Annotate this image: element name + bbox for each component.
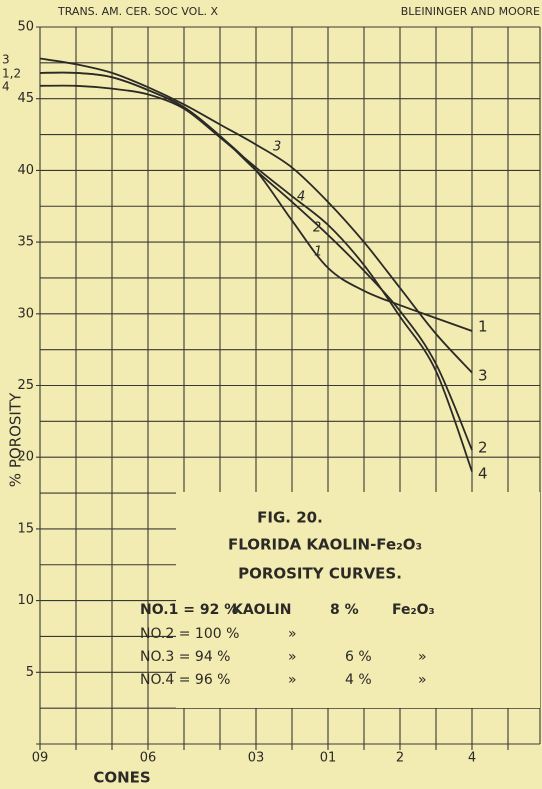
x-tick-label: 03 [248, 751, 265, 766]
header-right: BLEININGER AND MOORE [401, 5, 540, 18]
legend-cell: » [418, 672, 427, 688]
y-tick-label: 15 [17, 521, 34, 536]
legend-cell: Fe₂O₃ [392, 602, 435, 618]
y-tick-label: 50 [17, 20, 34, 35]
legend-cell: KAOLIN [232, 602, 291, 618]
curve [39, 71, 473, 451]
y-tick-label: 45 [17, 91, 34, 106]
curve-start-label: 4 [2, 80, 10, 94]
curve-start-label: 1,2 [2, 67, 21, 81]
legend-cell: 6 % [345, 649, 372, 665]
legend-cell: NO.1 = 92 % [140, 602, 238, 618]
chart-subtitle: FLORIDA KAOLIN-Fe₂O₃ [228, 536, 422, 554]
x-tick-label: 09 [32, 751, 49, 766]
legend-cell: NO.4 = 96 % [140, 672, 230, 688]
curve [39, 57, 473, 374]
x-tick-label: 4 [468, 751, 476, 766]
chart-title: FIG. 20. [257, 509, 323, 527]
curve-end-label: 3 [478, 367, 488, 385]
legend-panel [176, 492, 540, 708]
chart-subtitle-2: POROSITY CURVES. [238, 565, 402, 583]
legend-cell: NO.3 = 94 % [140, 649, 230, 665]
y-tick-label: 10 [17, 593, 34, 608]
legend-cell: » [288, 649, 297, 665]
curve [39, 84, 473, 472]
y-tick-label: 40 [17, 163, 34, 178]
y-tick-label: 20 [17, 450, 34, 465]
curve-mid-label: 2 [313, 221, 321, 236]
curve-mid-label: 4 [297, 190, 305, 205]
x-tick-label: 06 [140, 751, 157, 766]
header-left: TRANS. AM. CER. SOC VOL. X [57, 5, 218, 18]
x-tick-label: 2 [396, 751, 404, 766]
legend-cell: 8 % [330, 602, 359, 618]
curve-end-label: 1 [478, 318, 488, 336]
y-tick-label: 25 [17, 378, 34, 393]
x-tick-label: 01 [320, 751, 337, 766]
legend-cell: » [288, 672, 297, 688]
legend-cell: NO.2 = 100 % [140, 626, 239, 642]
legend-cell: » [288, 626, 297, 642]
y-tick-label: 30 [17, 306, 34, 321]
y-tick-label: 5 [26, 665, 34, 680]
y-axis-label: % POROSITY [7, 392, 25, 487]
curve-end-label: 2 [478, 439, 488, 457]
y-tick-label: 35 [17, 235, 34, 250]
legend-cell: 4 % [345, 672, 372, 688]
x-axis-label: CONES [93, 769, 150, 787]
curve-end-label: 4 [478, 465, 488, 483]
curve-mid-label: 1 [314, 245, 322, 260]
curve-mid-label: 3 [273, 140, 281, 155]
curve-start-label: 3 [2, 53, 10, 67]
legend-cell: » [418, 649, 427, 665]
